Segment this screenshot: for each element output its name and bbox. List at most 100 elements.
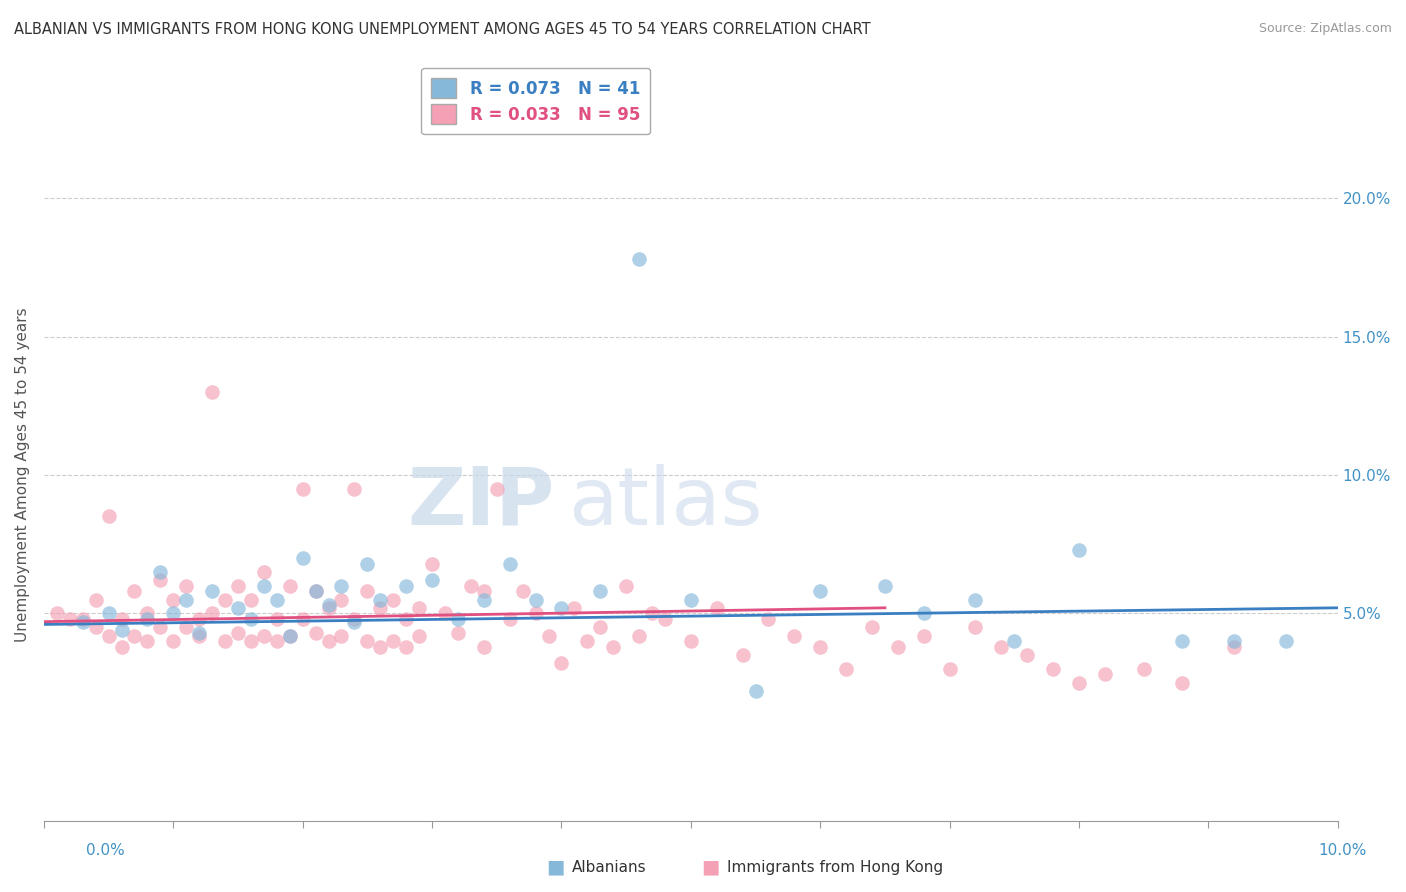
Point [485, 482, 508, 496]
Point [1223, 640, 1246, 654]
Point [679, 634, 702, 648]
Point [253, 565, 276, 579]
Text: ■: ■ [700, 857, 720, 877]
Point [188, 625, 211, 640]
Point [808, 584, 831, 599]
Point [162, 634, 184, 648]
Point [214, 592, 236, 607]
Point [382, 634, 405, 648]
Point [162, 592, 184, 607]
Point [84, 620, 107, 634]
Point [136, 607, 159, 621]
Point [291, 551, 314, 566]
Text: Albanians: Albanians [572, 860, 647, 874]
Point [550, 656, 572, 670]
Point [149, 565, 172, 579]
Point [524, 592, 547, 607]
Point [278, 628, 301, 642]
Point [330, 628, 353, 642]
Point [239, 634, 262, 648]
Point [266, 612, 288, 626]
Point [149, 620, 172, 634]
Point [990, 640, 1012, 654]
Point [1171, 634, 1194, 648]
Point [239, 612, 262, 626]
Point [149, 573, 172, 587]
Point [938, 662, 960, 676]
Point [368, 600, 391, 615]
Point [304, 625, 326, 640]
Point [965, 620, 987, 634]
Point [537, 628, 560, 642]
Point [447, 612, 470, 626]
Text: 0.0%: 0.0% [86, 843, 125, 858]
Point [318, 598, 340, 612]
Point [420, 573, 443, 587]
Point [226, 579, 249, 593]
Point [912, 607, 935, 621]
Point [679, 592, 702, 607]
Point [84, 592, 107, 607]
Point [304, 584, 326, 599]
Point [343, 612, 366, 626]
Point [887, 640, 910, 654]
Point [408, 600, 430, 615]
Point [564, 600, 586, 615]
Point [45, 607, 67, 621]
Point [1171, 675, 1194, 690]
Point [343, 615, 366, 629]
Point [589, 584, 612, 599]
Point [1002, 634, 1025, 648]
Point [318, 634, 340, 648]
Point [395, 612, 418, 626]
Point [628, 628, 651, 642]
Point [278, 628, 301, 642]
Point [602, 640, 624, 654]
Point [201, 607, 224, 621]
Point [589, 620, 612, 634]
Point [201, 384, 224, 399]
Point [124, 628, 146, 642]
Point [368, 592, 391, 607]
Point [758, 612, 780, 626]
Point [576, 634, 599, 648]
Y-axis label: Unemployment Among Ages 45 to 54 years: Unemployment Among Ages 45 to 54 years [15, 308, 30, 642]
Point [1094, 667, 1116, 681]
Point [110, 612, 132, 626]
Point [110, 623, 132, 637]
Point [330, 579, 353, 593]
Point [395, 640, 418, 654]
Point [654, 612, 676, 626]
Point [1275, 634, 1298, 648]
Text: Immigrants from Hong Kong: Immigrants from Hong Kong [727, 860, 943, 874]
Point [174, 579, 197, 593]
Point [174, 592, 197, 607]
Point [266, 634, 288, 648]
Point [253, 579, 276, 593]
Point [1132, 662, 1154, 676]
Point [550, 600, 572, 615]
Point [628, 252, 651, 266]
Text: atlas: atlas [568, 464, 762, 541]
Point [266, 592, 288, 607]
Point [304, 584, 326, 599]
Point [783, 628, 806, 642]
Point [368, 640, 391, 654]
Point [214, 634, 236, 648]
Point [356, 557, 378, 571]
Text: Source: ZipAtlas.com: Source: ZipAtlas.com [1258, 22, 1392, 36]
Legend: R = 0.073   N = 41, R = 0.033   N = 95: R = 0.073 N = 41, R = 0.033 N = 95 [422, 68, 650, 135]
Point [110, 640, 132, 654]
Point [835, 662, 858, 676]
Point [512, 584, 534, 599]
Point [524, 607, 547, 621]
Point [356, 584, 378, 599]
Point [472, 592, 495, 607]
Point [59, 612, 82, 626]
Point [97, 628, 120, 642]
Point [226, 600, 249, 615]
Point [72, 612, 94, 626]
Text: 10.0%: 10.0% [1319, 843, 1367, 858]
Text: ALBANIAN VS IMMIGRANTS FROM HONG KONG UNEMPLOYMENT AMONG AGES 45 TO 54 YEARS COR: ALBANIAN VS IMMIGRANTS FROM HONG KONG UN… [14, 22, 870, 37]
Point [136, 634, 159, 648]
